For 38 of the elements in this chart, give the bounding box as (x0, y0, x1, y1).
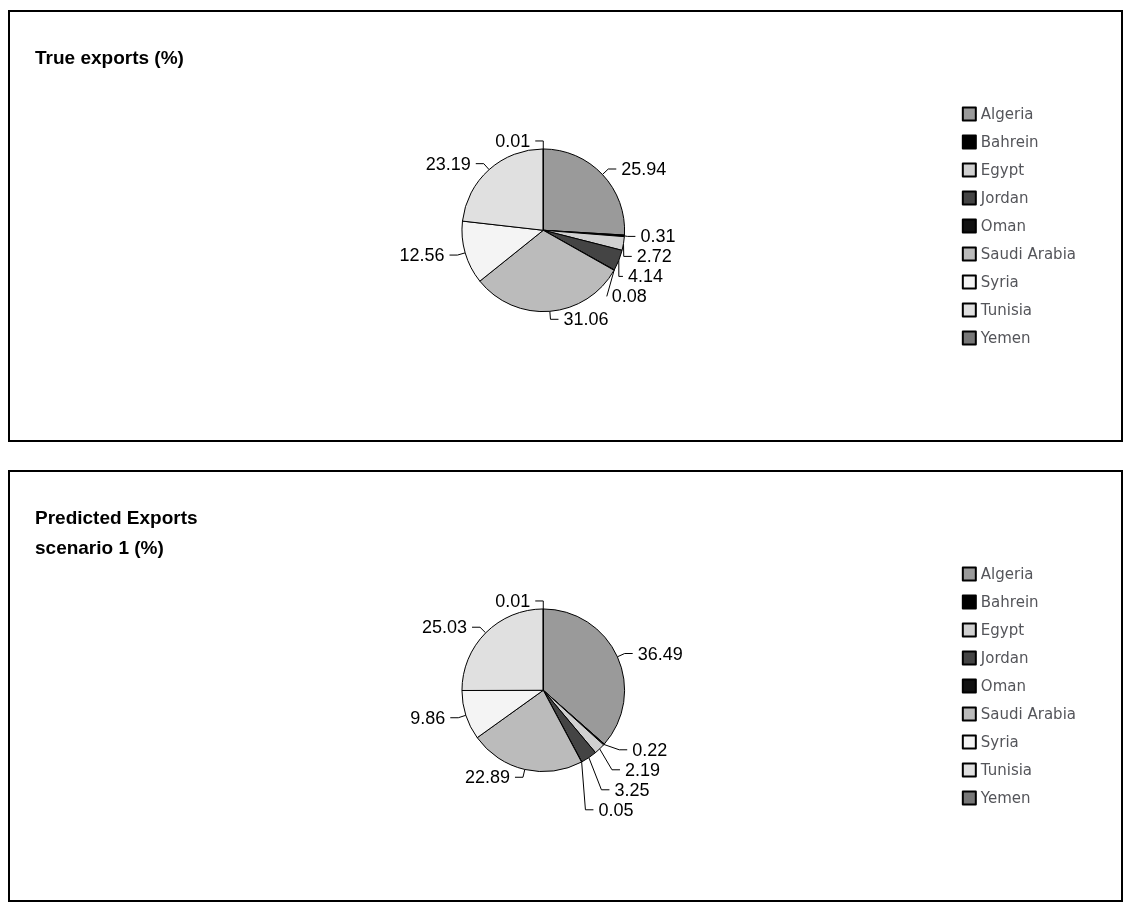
legend-label: Egypt (980, 621, 1025, 639)
legend-label: Oman (980, 677, 1026, 695)
legend-label: Egypt (980, 161, 1025, 179)
legend-label: Jordan (979, 189, 1029, 207)
data-label: 4.14 (627, 266, 663, 287)
text: Predicted Exports scenario 1 (%) (35, 506, 203, 558)
legend-label: Bahrein (980, 593, 1039, 611)
data-label: 2.19 (624, 759, 661, 780)
data-label: 0.01 (495, 130, 531, 151)
data-label: 25.03 (421, 617, 468, 638)
legend-label: Oman (980, 217, 1026, 235)
data-label: 2.72 (636, 246, 672, 267)
legend-label: Saudi Arabia (980, 245, 1077, 263)
data-label: 36.49 (637, 643, 683, 664)
data-label: 12.56 (399, 245, 445, 266)
legend-label: Jordan (979, 649, 1029, 667)
data-label: 25.94 (621, 159, 667, 180)
legend-label: Tunisia (979, 301, 1033, 319)
data-label: 23.19 (425, 153, 471, 174)
legend-label: Syria (980, 733, 1019, 751)
data-label: 0.31 (640, 226, 676, 247)
data-label: 0.01 (495, 590, 531, 611)
data-label: 0.22 (632, 739, 668, 760)
legend-label: Algeria (980, 565, 1034, 583)
legend-label: Algeria (980, 105, 1034, 123)
data-label: 0.05 (598, 799, 634, 820)
legend-label: Syria (980, 273, 1019, 291)
legend-label: Tunisia (979, 761, 1033, 779)
legend-label: Saudi Arabia (980, 705, 1077, 723)
legend-label: Yemen (979, 329, 1031, 347)
data-label: 9.86 (410, 707, 446, 728)
data-label: 0.08 (611, 286, 647, 307)
data-label: 22.89 (464, 767, 510, 788)
legend-label: Bahrein (980, 133, 1039, 151)
data-label: 3.25 (614, 779, 650, 800)
text: True exports (%) (35, 46, 184, 68)
legend-label: Yemen (979, 789, 1031, 807)
data-label: 31.06 (563, 309, 609, 330)
